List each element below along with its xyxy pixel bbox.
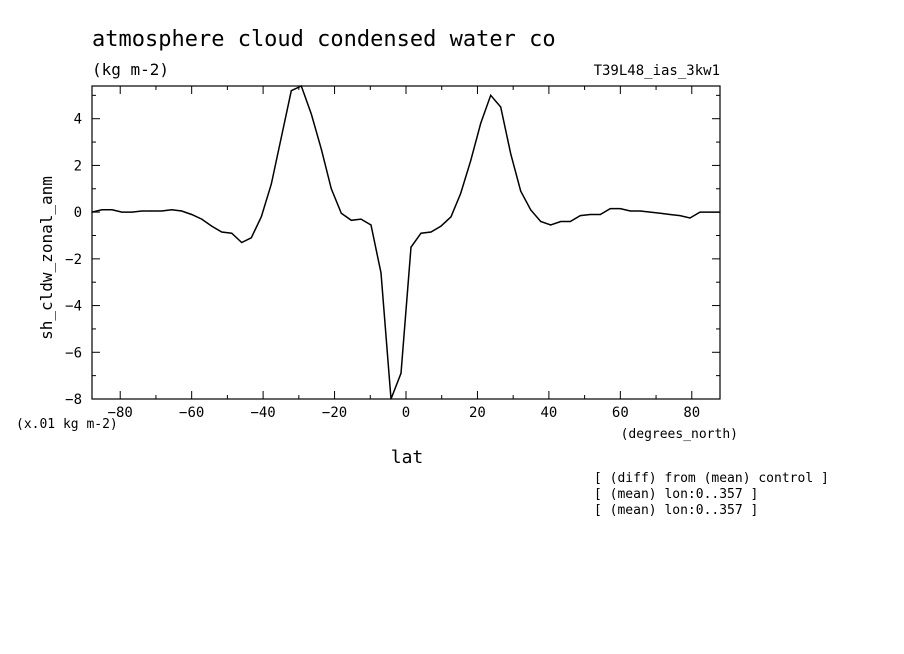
data-point <box>370 224 372 226</box>
x-tick-label: −40 <box>250 405 275 421</box>
data-point <box>131 211 133 213</box>
note-line-2: [ (mean) lon:0..357 ] <box>594 487 758 502</box>
data-point <box>609 208 611 210</box>
data-point <box>560 220 562 223</box>
data-point <box>161 210 163 212</box>
data-point <box>121 211 123 213</box>
chart-subtitle: (kg m-2) <box>92 60 169 79</box>
data-point <box>320 148 322 150</box>
data-point <box>250 237 252 239</box>
data-point <box>490 94 492 96</box>
data-point <box>639 210 641 212</box>
data-point <box>679 215 681 217</box>
data-point <box>330 188 332 190</box>
y-axis-tick-labels: −8 −6 −4 −2 0 2 4 <box>65 112 82 408</box>
y-axis-ticks <box>92 94 720 400</box>
y-tick-label: −6 <box>65 345 82 361</box>
data-point <box>221 231 223 233</box>
data-point <box>569 220 571 223</box>
x-axis-ticks <box>119 86 693 399</box>
note-line-3: [ (mean) lon:0..357 ] <box>594 503 758 518</box>
x-tick-label: −20 <box>322 405 347 421</box>
x-axis-tick-labels: −80 −60 −40 −20 0 20 40 60 80 <box>108 405 701 421</box>
data-point <box>270 183 272 185</box>
y-axis-label: sh_cldw_zonal_anm <box>37 176 56 340</box>
data-point <box>530 209 532 211</box>
data-point <box>91 211 93 213</box>
x-tick-label: 60 <box>612 405 629 421</box>
y-tick-label: −4 <box>65 299 82 315</box>
data-point <box>171 209 173 211</box>
data-point <box>709 211 711 213</box>
data-point <box>410 246 412 248</box>
data-point <box>400 372 402 374</box>
data-point <box>550 224 552 226</box>
data-point <box>340 212 342 214</box>
data-point <box>719 211 721 213</box>
data-point <box>290 90 292 92</box>
data-point <box>310 113 312 115</box>
x-axis-units: (degrees_north) <box>621 427 738 442</box>
data-point <box>101 209 103 211</box>
series-points <box>91 85 721 400</box>
data-point <box>589 213 591 216</box>
data-point <box>280 136 282 138</box>
y-tick-label: 0 <box>74 205 82 221</box>
data-point <box>350 219 352 221</box>
data-point <box>669 213 671 216</box>
data-point <box>181 210 183 212</box>
note-line-1: [ (diff) from (mean) control ] <box>594 471 829 486</box>
x-tick-label: −60 <box>179 405 204 421</box>
data-point <box>629 210 631 212</box>
y-tick-label: −8 <box>65 392 82 408</box>
data-point <box>649 211 651 213</box>
data-point <box>699 211 701 213</box>
data-point <box>460 192 462 195</box>
y-tick-label: 2 <box>74 158 82 174</box>
x-tick-label: 80 <box>683 405 700 421</box>
data-point <box>360 218 362 220</box>
x-tick-label: 0 <box>402 405 410 421</box>
data-point <box>470 160 472 162</box>
data-point <box>659 212 661 214</box>
x-tick-label: −80 <box>108 405 133 421</box>
data-point <box>430 231 432 233</box>
data-point <box>520 190 522 192</box>
data-point <box>241 241 243 244</box>
experiment-label: T39L48_ias_3kw1 <box>594 63 720 79</box>
data-point <box>689 217 691 219</box>
data-point <box>450 216 452 218</box>
data-point <box>579 215 581 217</box>
plot-frame <box>91 85 721 400</box>
data-point <box>510 153 512 155</box>
chart-title: atmosphere cloud condensed water co <box>92 27 556 52</box>
data-point <box>390 398 392 400</box>
x-axis-label: lat <box>391 447 424 468</box>
data-point <box>191 213 193 216</box>
data-point <box>111 209 113 211</box>
data-point <box>599 213 601 216</box>
series-line <box>91 84 720 400</box>
data-point <box>619 208 621 210</box>
data-point <box>231 232 233 234</box>
y-tick-label: −2 <box>65 252 82 268</box>
data-point <box>420 232 422 234</box>
data-point <box>480 122 482 124</box>
data-point <box>540 220 542 223</box>
data-point <box>260 216 262 218</box>
data-point <box>211 225 213 227</box>
y-tick-label: 4 <box>74 112 82 128</box>
data-point <box>380 272 382 274</box>
data-point <box>201 218 203 220</box>
data-point <box>440 225 442 227</box>
y-axis-units: (x.01 kg m-2) <box>16 417 118 432</box>
x-tick-label: 40 <box>540 405 557 421</box>
data-point <box>141 210 143 212</box>
data-point <box>151 210 153 212</box>
data-point <box>500 106 502 108</box>
x-tick-label: 20 <box>469 405 486 421</box>
data-point <box>300 85 302 87</box>
